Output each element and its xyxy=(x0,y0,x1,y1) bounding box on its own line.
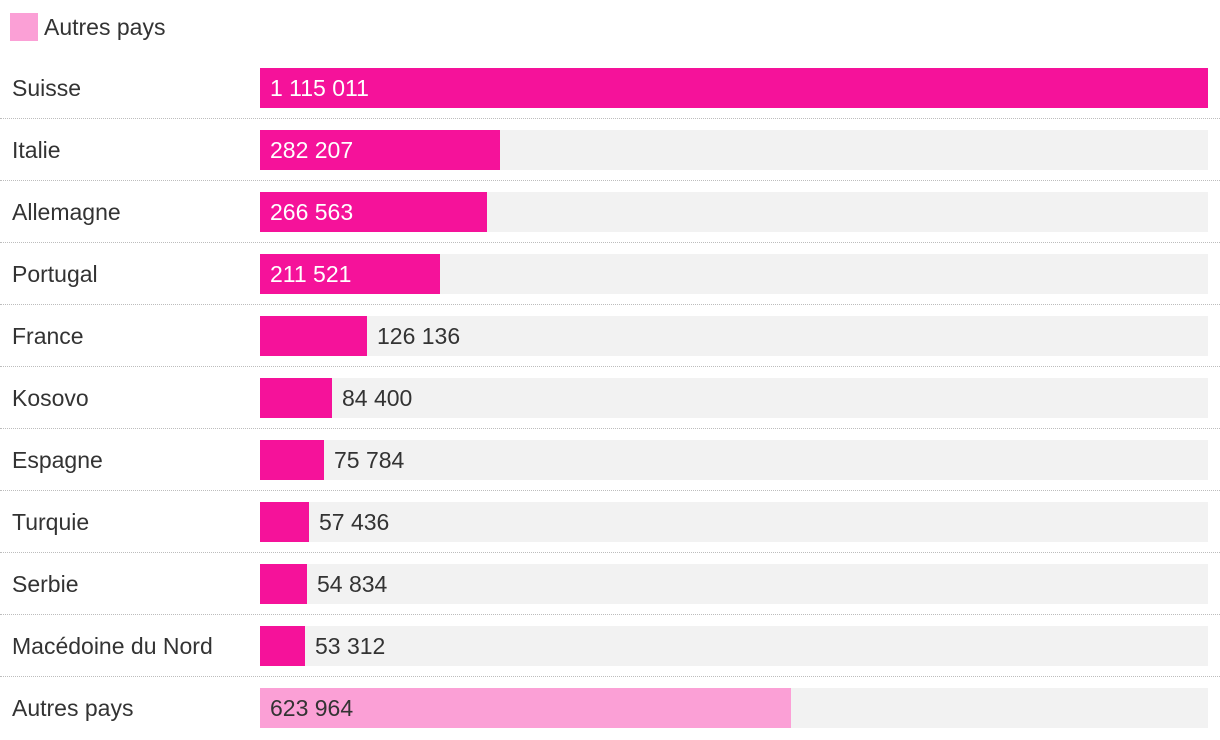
bar xyxy=(260,316,367,356)
value-label: 126 136 xyxy=(377,323,461,349)
bar xyxy=(260,130,500,170)
value-label: 57 436 xyxy=(319,509,390,535)
bar xyxy=(260,254,440,294)
bar-track: 54 834 xyxy=(260,564,1208,604)
bar-row: Portugal 211 521 xyxy=(0,243,1220,305)
chart-legend: Autres pays xyxy=(10,12,165,42)
bar-track: 126 136 xyxy=(260,316,1208,356)
value-label: 75 784 xyxy=(334,447,405,473)
bar-row: Turquie 57 436 xyxy=(0,491,1220,553)
value-label: 211 521 xyxy=(270,261,352,287)
legend-swatch xyxy=(10,13,38,41)
bar-track: 75 784 xyxy=(260,440,1208,480)
category-label: Macédoine du Nord xyxy=(12,633,213,659)
bar-track: 623 964 xyxy=(260,688,1208,728)
bar-row: Macédoine du Nord 53 312 xyxy=(0,615,1220,677)
value-label: 282 207 xyxy=(270,137,354,163)
bar-track: 282 207 xyxy=(260,130,1208,170)
bar-row: Allemagne 266 563 xyxy=(0,181,1220,243)
value-label: 266 563 xyxy=(270,199,354,225)
value-label: 1 115 011 xyxy=(270,75,369,101)
category-label: Serbie xyxy=(12,571,79,597)
bar-row: Autres pays 623 964 xyxy=(0,677,1220,739)
category-label: Autres pays xyxy=(12,695,134,721)
bar xyxy=(260,68,1208,108)
bar-row: Suisse 1 115 011 xyxy=(0,57,1220,119)
value-label: 53 312 xyxy=(315,633,386,659)
value-label: 623 964 xyxy=(270,695,354,721)
bar xyxy=(260,626,305,666)
value-label: 54 834 xyxy=(317,571,388,597)
bar-track: 53 312 xyxy=(260,626,1208,666)
bar xyxy=(260,440,324,480)
bar-row: Serbie 54 834 xyxy=(0,553,1220,615)
bar-row: France 126 136 xyxy=(0,305,1220,367)
category-label: Portugal xyxy=(12,261,98,287)
bar-track: 211 521 xyxy=(260,254,1208,294)
category-label: Italie xyxy=(12,137,61,163)
category-label: Kosovo xyxy=(12,385,89,411)
category-label: Suisse xyxy=(12,75,82,101)
value-label: 84 400 xyxy=(342,385,413,411)
category-label: Espagne xyxy=(12,447,103,473)
bar xyxy=(260,378,332,418)
bar xyxy=(260,502,309,542)
bar-track: 84 400 xyxy=(260,378,1208,418)
bar-track: 1 115 011 xyxy=(260,68,1208,108)
category-label: France xyxy=(12,323,84,349)
bar xyxy=(260,564,307,604)
legend-label: Autres pays xyxy=(44,13,166,40)
category-label: Allemagne xyxy=(12,199,121,225)
bar-row: Italie 282 207 xyxy=(0,119,1220,181)
bar xyxy=(260,192,487,232)
category-label: Turquie xyxy=(12,509,90,535)
bar-track: 57 436 xyxy=(260,502,1208,542)
bar-track: 266 563 xyxy=(260,192,1208,232)
bar-chart: Suisse 1 115 011 Italie 282 207 Allemagne 266… xyxy=(0,57,1220,739)
bar-row: Kosovo 84 400 xyxy=(0,367,1220,429)
bar-row: Espagne 75 784 xyxy=(0,429,1220,491)
bar xyxy=(260,688,791,728)
